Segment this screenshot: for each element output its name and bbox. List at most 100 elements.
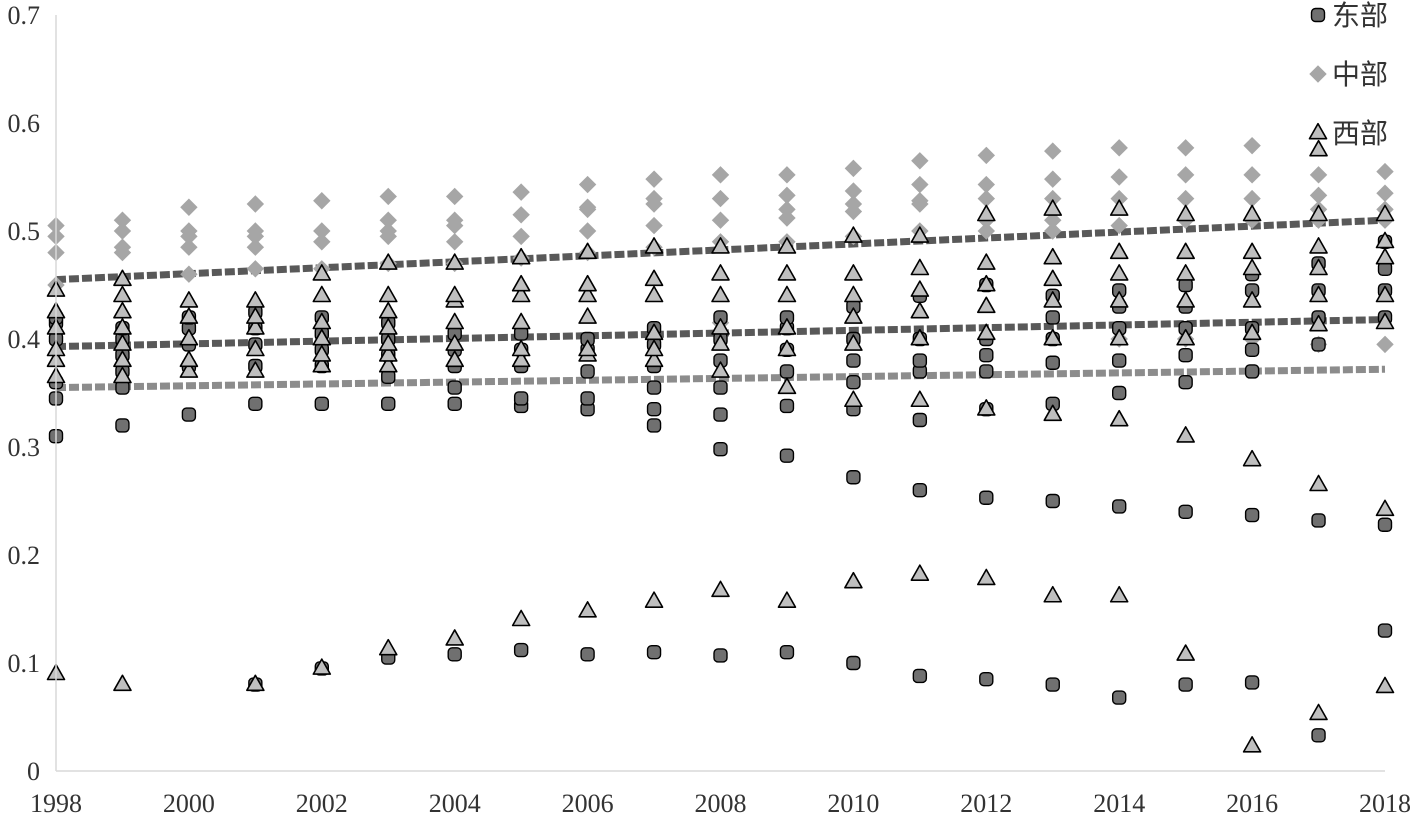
series-2-point <box>246 339 265 357</box>
series-1-point <box>977 222 996 240</box>
series-1-point <box>1376 184 1394 202</box>
series-0-point <box>447 396 462 411</box>
series-2-point <box>113 269 132 287</box>
series-2-point <box>1109 242 1129 260</box>
legend-marker-0 <box>1310 7 1326 23</box>
data-points <box>46 136 1395 753</box>
series-2-point <box>378 355 398 373</box>
series-2-point <box>1176 291 1195 308</box>
series-0-point <box>779 448 795 463</box>
series-1-point <box>1309 166 1328 184</box>
series-2-point <box>246 361 265 378</box>
series-2-point <box>976 274 996 292</box>
series-2-point <box>445 334 465 351</box>
series-2-point <box>711 285 730 303</box>
series-2-point <box>1242 258 1262 276</box>
y-tick-label: 0.6 <box>8 109 41 138</box>
series-1-point <box>1176 139 1195 157</box>
series-2-point <box>1109 409 1129 427</box>
series-2-point <box>511 285 531 303</box>
series-2-point <box>179 307 199 324</box>
series-2-point <box>113 301 132 319</box>
series-2-point <box>511 247 531 265</box>
series-1-point <box>1044 142 1062 160</box>
series-2-point <box>1242 323 1262 341</box>
series-0-point <box>1377 517 1393 532</box>
y-tick-label: 0.2 <box>8 541 41 570</box>
series-2-point <box>511 609 531 627</box>
series-2-point <box>1043 247 1063 265</box>
series-2-point <box>1375 231 1395 249</box>
series-2-point <box>179 328 199 346</box>
series-0-point <box>646 402 662 417</box>
series-1-point <box>911 175 929 194</box>
legend-label: 中部 <box>1332 58 1388 91</box>
series-2-point <box>1242 736 1262 753</box>
series-0-point <box>779 398 795 414</box>
series-2-point <box>976 568 996 586</box>
series-0-point <box>912 353 928 368</box>
series-0-point <box>1111 353 1127 368</box>
series-2-point <box>1309 285 1328 303</box>
x-tick-label: 2008 <box>695 789 747 818</box>
series-0-point <box>1178 504 1193 519</box>
series-2-point <box>511 312 531 330</box>
series-2-point <box>1109 264 1129 281</box>
x-tick-label: 2014 <box>1093 789 1145 818</box>
series-1-point <box>778 209 796 227</box>
series-2-point <box>644 339 664 357</box>
series-1-point <box>1176 166 1195 184</box>
series-0-point <box>314 396 329 411</box>
series-2-point <box>378 253 398 270</box>
series-1-point <box>1376 335 1394 354</box>
series-2-point <box>511 274 531 292</box>
series-1-point <box>379 227 397 246</box>
y-tick-label: 0.3 <box>8 433 41 462</box>
series-2-point <box>844 285 863 303</box>
series-2-point <box>511 350 531 368</box>
series-2-point <box>1176 426 1195 443</box>
series-0-point <box>1178 375 1193 390</box>
series-1-point <box>246 260 265 278</box>
series-1-point <box>512 206 530 224</box>
series-2-point <box>1375 204 1395 222</box>
series-0-point <box>779 364 795 379</box>
series-2-point <box>711 237 730 254</box>
series-0-point <box>1111 499 1127 514</box>
series-1-point <box>977 189 996 208</box>
series-2-point <box>910 564 930 581</box>
series-2-point <box>1043 328 1063 346</box>
series-2-point <box>1242 242 1262 260</box>
series-1-point <box>778 166 796 184</box>
series-2-point <box>910 301 930 319</box>
series-1-point <box>113 222 132 240</box>
series-2-point <box>1043 291 1063 308</box>
series-0-point <box>580 391 595 406</box>
series-1-point <box>445 233 464 251</box>
series-0-point <box>846 353 861 368</box>
series-0-point <box>1045 310 1060 325</box>
series-0-point <box>1244 342 1260 357</box>
series-1-point <box>313 192 331 210</box>
series-2-point <box>777 591 797 608</box>
series-0-point <box>580 647 595 662</box>
series-0-point <box>1244 507 1260 523</box>
series-2-point <box>976 204 996 222</box>
series-1-point <box>711 211 730 229</box>
series-2-point <box>1375 499 1395 517</box>
series-2-point <box>1109 328 1129 346</box>
x-tick-label: 2016 <box>1226 789 1278 818</box>
series-0-point <box>1045 355 1060 370</box>
series-2-point <box>246 674 265 692</box>
series-1-point <box>1044 222 1062 240</box>
series-0-point <box>979 672 994 687</box>
series-2-point <box>711 580 730 598</box>
series-2-point <box>578 601 597 618</box>
series-1-point <box>578 222 597 240</box>
series-2-point <box>644 237 664 254</box>
series-2-point <box>1109 291 1129 308</box>
series-2-point <box>1176 328 1195 346</box>
series-0-point <box>912 483 928 498</box>
series-2-point <box>844 334 863 351</box>
series-1-point <box>645 216 663 235</box>
